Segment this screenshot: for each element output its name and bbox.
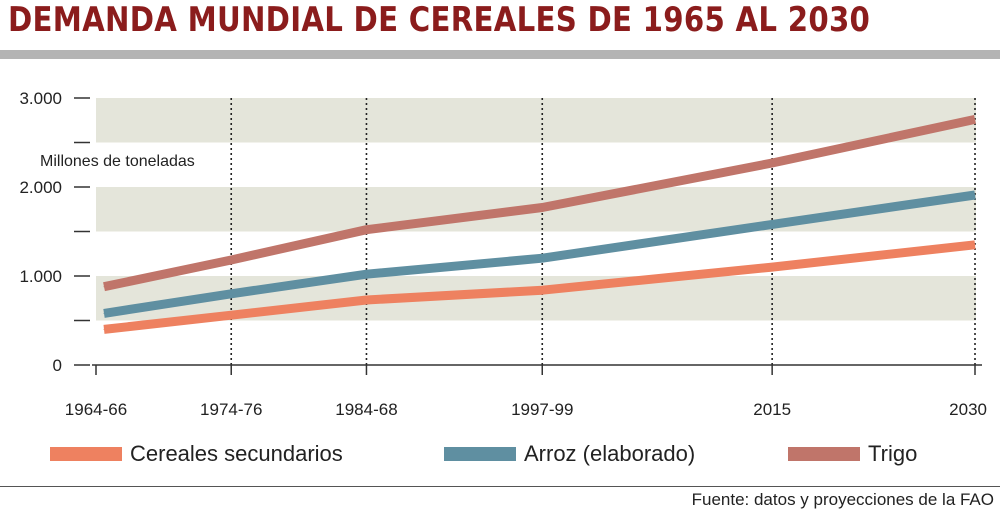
- y-tick-label-3: 0: [53, 356, 62, 375]
- series-lines: [103, 115, 976, 334]
- x-axis-ticks: 1964-66 1974-76 1984-68 1997-99 2015 2030: [65, 365, 987, 419]
- footer-rule: [0, 486, 1000, 487]
- data-point-cereales-1: [230, 314, 232, 316]
- data-point-cereales-2: [366, 299, 367, 301]
- legend-item-cereales: Cereales secundarios: [50, 434, 343, 474]
- legend-swatch-arroz: [444, 447, 516, 461]
- title-rule: [0, 50, 1000, 59]
- data-point-trigo-0: [103, 286, 105, 288]
- x-tick-label-0: 1964-66: [65, 400, 127, 419]
- chart-title: DEMANDA MUNDIAL DE CEREALES DE 1965 AL 2…: [8, 0, 871, 40]
- series-line-cereales: [103, 240, 976, 334]
- series-line-trigo: [103, 115, 976, 292]
- data-point-arroz-4: [771, 223, 773, 225]
- legend-label-trigo: Trigo: [868, 441, 918, 466]
- legend: Cereales secundarios Arroz (elaborado) T…: [0, 434, 1000, 474]
- gridband-2: [96, 98, 976, 143]
- chart-plot: 1964-66 1974-76 1984-68 1997-99 2015 2030 3.0…: [19, 89, 987, 419]
- legend-item-trigo: Trigo: [788, 434, 917, 474]
- data-point-trigo-1: [230, 259, 232, 261]
- legend-swatch-cereales: [50, 447, 122, 461]
- data-point-trigo-4: [771, 162, 773, 164]
- source-note: Fuente: datos y proyecciones de la FAO: [691, 490, 994, 509]
- legend-swatch-trigo: [788, 447, 860, 461]
- x-tick-label-4: 2015: [753, 400, 791, 419]
- data-point-trigo-3: [541, 207, 543, 208]
- data-point-arroz-1: [230, 293, 232, 295]
- y-axis-ticks: 3.000 2.000 1.000 0: [19, 89, 90, 375]
- y-tick-label-1: 2.000: [19, 178, 62, 197]
- legend-label-arroz: Arroz (elaborado): [524, 441, 696, 466]
- y-axis-label: Millones de toneladas: [40, 153, 195, 170]
- data-point-arroz-2: [366, 273, 367, 275]
- data-point-trigo-5: [974, 118, 976, 120]
- y-tick-label-2: 1.000: [19, 267, 62, 286]
- data-point-cereales-3: [541, 289, 543, 291]
- data-point-cereales-0: [103, 328, 105, 330]
- series-line-arroz: [103, 190, 976, 318]
- legend-label-cereales: Cereales secundarios: [130, 441, 343, 466]
- data-point-arroz-5: [974, 194, 976, 196]
- x-tick-label-1: 1974-76: [200, 400, 262, 419]
- x-tick-label-5: 2030: [949, 400, 987, 419]
- data-point-arroz-0: [103, 312, 105, 314]
- data-point-cereales-5: [974, 244, 976, 246]
- data-point-arroz-3: [541, 257, 543, 259]
- data-point-trigo-2: [366, 229, 367, 231]
- x-tick-label-3: 1997-99: [511, 400, 573, 419]
- x-tick-label-2: 1984-68: [335, 400, 397, 419]
- legend-item-arroz: Arroz (elaborado): [444, 434, 695, 474]
- data-point-cereales-4: [771, 266, 773, 268]
- y-tick-label-0: 3.000: [19, 89, 62, 108]
